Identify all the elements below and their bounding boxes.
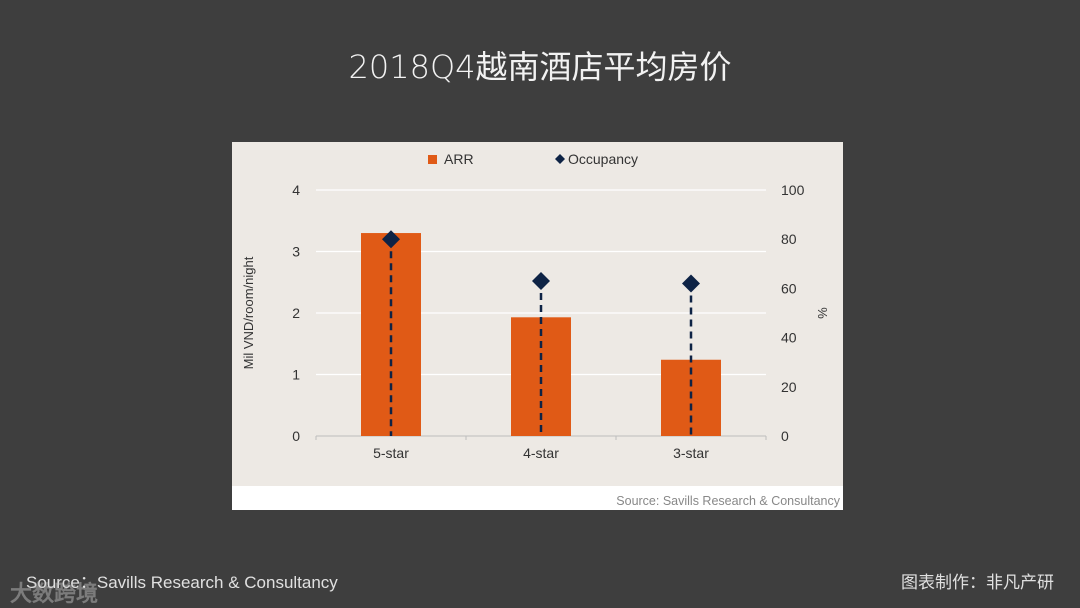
page-title: 2018Q4越南酒店平均房价 xyxy=(348,48,732,86)
source-text: Source：Savills Research & Consultancy xyxy=(26,573,338,592)
source-band xyxy=(232,486,843,510)
x-tick-label: 4-star xyxy=(523,445,559,461)
marker-occupancy xyxy=(532,272,550,291)
y-tick-label: 1 xyxy=(292,367,300,383)
y-right-tick-label: 100 xyxy=(781,182,805,198)
legend-label-arr: ARR xyxy=(444,151,474,167)
watermark: 大数跨境 xyxy=(10,582,99,607)
credit-text: 图表制作：非凡产研 xyxy=(901,573,1054,593)
marker-occupancy xyxy=(382,230,400,249)
y-axis-label: Mil VND/room/night xyxy=(241,256,256,369)
marker-occupancy xyxy=(682,274,700,293)
y-right-tick-label: 80 xyxy=(781,231,797,247)
x-tick-label: 3-star xyxy=(673,445,709,461)
legend-swatch-occupancy xyxy=(555,154,565,164)
y-right-tick-label: 40 xyxy=(781,330,797,346)
y-right-tick-label: 20 xyxy=(781,379,797,395)
y-right-tick-label: 60 xyxy=(781,280,797,296)
legend-swatch-arr xyxy=(428,155,437,164)
chart-source-note: Source: Savills Research & Consultancy xyxy=(616,494,840,508)
y-tick-label: 0 xyxy=(292,428,300,444)
y-right-axis-label: % xyxy=(815,307,830,319)
x-tick-label: 5-star xyxy=(373,445,409,461)
legend-label-occupancy: Occupancy xyxy=(568,151,638,167)
y-tick-label: 2 xyxy=(292,305,300,321)
y-tick-label: 3 xyxy=(292,244,300,260)
y-right-tick-label: 0 xyxy=(781,428,789,444)
y-tick-label: 4 xyxy=(292,182,300,198)
